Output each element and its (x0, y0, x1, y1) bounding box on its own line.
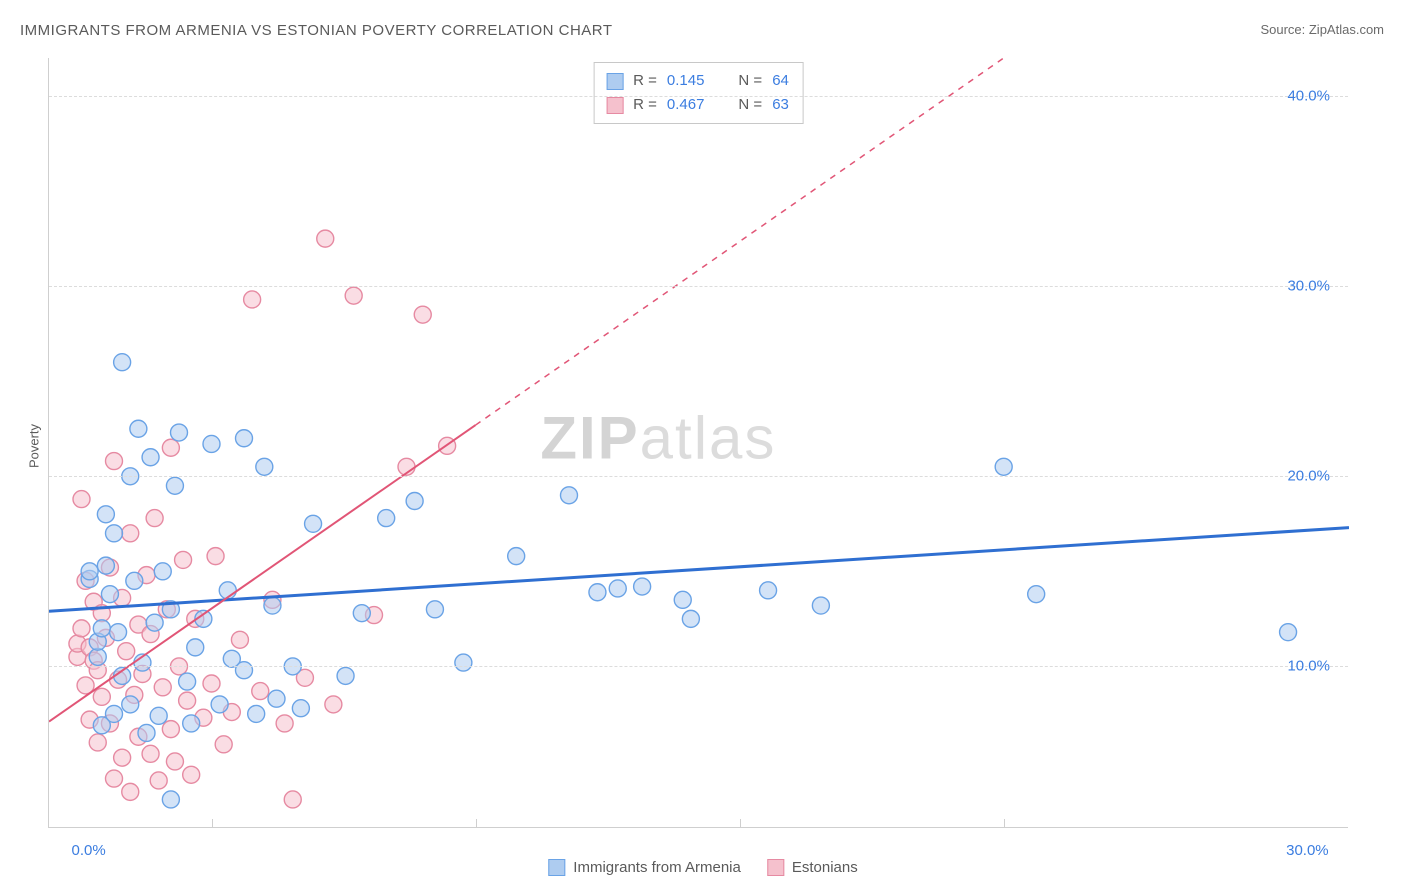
x-axis-legend: Immigrants from Armenia Estonians (548, 859, 857, 876)
x-tick-label: 30.0% (1286, 842, 1329, 859)
chart-plot-area: R = 0.145 N = 64 R = 0.467 N = 63 ZIPatl… (48, 58, 1348, 828)
chart-title: IMMIGRANTS FROM ARMENIA VS ESTONIAN POVE… (20, 22, 613, 39)
r-label: R = (633, 69, 657, 93)
scatter-svg (49, 58, 1349, 828)
r-value: 0.145 (667, 69, 705, 93)
swatch-estonia (767, 859, 784, 876)
swatch-armenia (548, 859, 565, 876)
legend-item-armenia: Immigrants from Armenia (548, 859, 741, 876)
swatch-armenia (606, 73, 623, 90)
y-tick-label: 10.0% (1287, 658, 1330, 675)
swatch-estonia (606, 97, 623, 114)
n-value: 64 (772, 69, 789, 93)
y-tick-label: 30.0% (1287, 278, 1330, 295)
correlation-stats-box: R = 0.145 N = 64 R = 0.467 N = 63 (593, 62, 804, 124)
source-attribution: Source: ZipAtlas.com (1260, 22, 1384, 37)
stats-row: R = 0.145 N = 64 (606, 69, 789, 93)
y-tick-label: 40.0% (1287, 88, 1330, 105)
legend-item-estonia: Estonians (767, 859, 858, 876)
y-tick-label: 20.0% (1287, 468, 1330, 485)
legend-label: Estonians (792, 859, 858, 876)
legend-label: Immigrants from Armenia (573, 859, 741, 876)
n-label: N = (738, 69, 762, 93)
y-axis-label: Poverty (27, 424, 42, 468)
x-tick-label: 0.0% (72, 842, 106, 859)
